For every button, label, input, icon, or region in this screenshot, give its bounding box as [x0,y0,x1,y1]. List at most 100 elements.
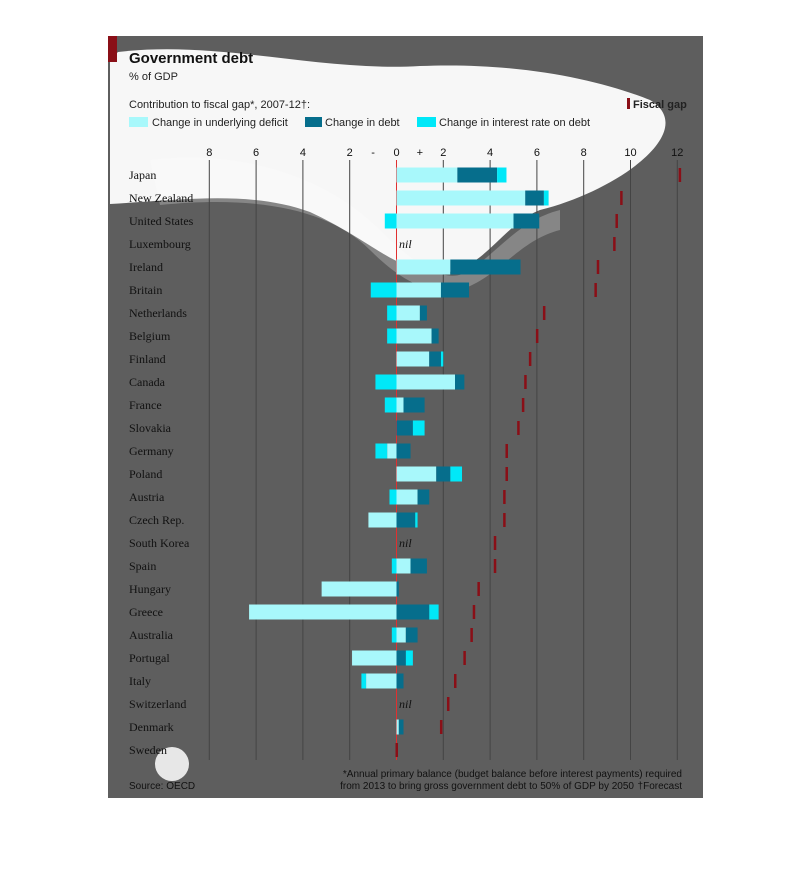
country-label: Ireland [129,260,163,274]
row-hungary: Hungary [129,581,480,597]
bar-change-in-underlying-deficit [396,305,420,321]
row-slovakia: Slovakia [129,420,520,436]
source-note: Source: OECD [129,781,195,792]
bar-change-in-underlying-deficit [396,719,399,735]
bar-change-in-interest-rate-on-debt [384,213,397,229]
row-south-korea: South Korea nil [129,536,497,550]
bar-change-in-underlying-deficit [396,558,411,574]
x-tick-label: 12 [671,147,683,159]
x-axis-ticks: 8 6 4 2 - 0 +2 4 6 8 10 12 [206,147,683,159]
row-germany: Germany [129,443,508,459]
bar-change-in-debt [440,282,470,298]
legend-title: Contribution to fiscal gap*, 2007-12†: [129,99,310,111]
x-tick-label: 8 [206,147,212,159]
country-label: Netherlands [129,306,187,320]
legend-label-fiscal-gap: Fiscal gap [633,99,687,111]
bar-change-in-debt [513,213,540,229]
row-poland: Poland [129,466,508,482]
x-tick-label: 6 [534,147,540,159]
bar-change-in-interest-rate-on-debt [391,558,397,574]
country-label: Poland [129,467,162,481]
row-switzerland: Switzerland nil [129,697,450,711]
fiscal-gap-marker [503,513,506,527]
bar-change-in-underlying-deficit [249,604,397,620]
footnote-line-1: *Annual primary balance (budget balance … [343,769,682,780]
row-greece: Greece [129,604,476,620]
country-label: Hungary [129,582,171,596]
fiscal-gap-marker [470,628,473,642]
footnote-line-2: from 2013 to bring gross government debt… [340,781,634,792]
row-belgium: Belgium [129,328,539,344]
bar-change-in-debt [396,673,404,689]
fiscal-gap-marker [542,306,546,320]
bar-change-in-debt [429,351,441,367]
fiscal-gap-marker [493,559,497,573]
legend-label-interest-rate: Change in interest rate on debt [439,117,590,129]
row-netherlands: Netherlands [129,305,546,321]
row-finland: Finland [129,351,532,367]
bar-change-in-debt [455,374,465,390]
x-tick-label: 4 [300,147,306,159]
bar-change-in-debt [396,420,413,436]
x-tick-label: - [371,147,375,159]
bar-change-in-interest-rate-on-debt [543,190,549,206]
bar-change-in-debt [396,604,430,620]
bar-change-in-debt [525,190,544,206]
row-france: France [129,397,525,413]
country-label: Denmark [129,720,174,734]
row-italy: Italy [129,673,457,689]
bar-change-in-underlying-deficit [396,328,432,344]
chart-title: Government debt [129,50,253,67]
fiscal-gap-marker [505,444,508,458]
fiscal-gap-marker [395,743,398,757]
country-label: France [129,398,162,412]
bar-change-in-interest-rate-on-debt [384,397,397,413]
bar-change-in-debt [431,328,439,344]
bar-change-in-interest-rate-on-debt [440,351,444,367]
bar-change-in-underlying-deficit [396,466,437,482]
bar-change-in-debt [396,650,406,666]
bar-change-in-debt [398,719,404,735]
row-denmark: Denmark [129,719,443,735]
country-label: Canada [129,375,166,389]
bar-change-in-debt [396,443,411,459]
fiscal-gap-marker [439,720,443,734]
fiscal-gap-marker [615,214,618,228]
x-tick-label: 0 [393,147,399,159]
nil-label: nil [399,237,412,251]
country-label: Switzerland [129,697,186,711]
country-label: Japan [129,168,156,182]
country-label: Germany [129,444,174,458]
bar-change-in-interest-rate-on-debt [415,512,418,528]
country-label: Sweden [129,743,167,757]
x-tick-label: 2 [440,147,446,159]
x-tick-label: 2 [347,147,353,159]
bar-change-in-debt [405,627,418,643]
row-united-states: United States [129,213,618,229]
row-czech-rep: Czech Rep. [129,512,506,528]
legend-marker-fiscal-gap [627,98,630,109]
bar-change-in-interest-rate-on-debt [391,627,397,643]
fiscal-gap-marker [472,605,476,619]
fiscal-gap-marker [493,536,497,550]
country-label: New Zealand [129,191,193,205]
bar-change-in-underlying-deficit [396,489,418,505]
bar-change-in-interest-rate-on-debt [361,673,367,689]
fiscal-gap-marker [521,398,525,412]
highlight-blob [110,49,666,273]
fiscal-gap-marker [503,490,506,504]
bar-change-in-debt [403,397,425,413]
bar-change-in-interest-rate-on-debt [375,374,397,390]
bar-change-in-underlying-deficit [396,351,430,367]
bar-change-in-interest-rate-on-debt [370,282,397,298]
fiscal-gap-marker [454,674,457,688]
bar-change-in-interest-rate-on-debt [497,167,507,183]
bar-change-in-interest-rate-on-debt [429,604,439,620]
row-austria: Austria [129,489,506,505]
fiscal-gap-marker [528,352,532,366]
accent-bar [108,36,117,62]
bar-change-in-underlying-deficit [396,167,458,183]
bar-change-in-underlying-deficit [368,512,397,528]
country-label: Luxembourg [129,237,191,251]
fiscal-gap-marker [596,260,600,274]
